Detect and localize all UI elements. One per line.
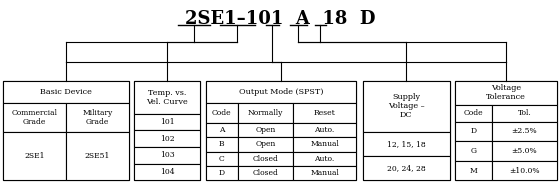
- Bar: [455, 81, 557, 105]
- Text: Voltage
Tolerance: Voltage Tolerance: [486, 84, 526, 101]
- Bar: [363, 156, 450, 180]
- Text: Output Mode (SPST): Output Mode (SPST): [239, 88, 323, 96]
- Text: 20, 24, 28: 20, 24, 28: [387, 164, 426, 172]
- Bar: [293, 123, 356, 137]
- Text: Normally: Normally: [248, 109, 283, 117]
- Text: Open: Open: [255, 140, 276, 148]
- Text: C: C: [219, 155, 225, 163]
- Text: 2SE1–101  A  18  D: 2SE1–101 A 18 D: [185, 10, 375, 28]
- Bar: [134, 81, 200, 180]
- Bar: [293, 166, 356, 180]
- Text: Military
Grade: Military Grade: [82, 109, 113, 126]
- Text: 2SE1: 2SE1: [24, 152, 45, 160]
- Text: Code: Code: [463, 109, 483, 117]
- Bar: [237, 152, 293, 166]
- Text: Closed: Closed: [253, 169, 278, 177]
- Text: Reset: Reset: [314, 109, 335, 117]
- Text: Closed: Closed: [253, 155, 278, 163]
- Bar: [66, 132, 129, 180]
- Bar: [455, 81, 557, 180]
- Bar: [237, 123, 293, 137]
- Bar: [3, 81, 129, 180]
- Bar: [492, 161, 557, 180]
- Bar: [66, 103, 129, 132]
- Text: 103: 103: [160, 151, 175, 159]
- Bar: [237, 166, 293, 180]
- Text: G: G: [470, 147, 476, 155]
- Text: Basic Device: Basic Device: [40, 88, 92, 96]
- Bar: [134, 81, 200, 114]
- Bar: [492, 141, 557, 161]
- Bar: [206, 137, 237, 152]
- Text: D: D: [219, 169, 225, 177]
- Bar: [206, 123, 237, 137]
- Bar: [3, 132, 66, 180]
- Bar: [3, 81, 129, 103]
- Bar: [206, 81, 356, 180]
- Text: ±5.0%: ±5.0%: [512, 147, 537, 155]
- Text: Temp. vs.
Vel. Curve: Temp. vs. Vel. Curve: [147, 89, 188, 106]
- Text: D: D: [470, 127, 476, 135]
- Text: 104: 104: [160, 168, 175, 176]
- Bar: [237, 103, 293, 123]
- Bar: [3, 103, 66, 132]
- Bar: [206, 103, 237, 123]
- Text: Open: Open: [255, 126, 276, 134]
- Bar: [293, 103, 356, 123]
- Bar: [455, 105, 492, 122]
- Bar: [206, 152, 237, 166]
- Bar: [455, 122, 492, 141]
- Bar: [492, 105, 557, 122]
- Bar: [134, 114, 200, 130]
- Bar: [237, 137, 293, 152]
- Bar: [363, 81, 450, 180]
- Text: 102: 102: [160, 135, 175, 143]
- Bar: [363, 132, 450, 156]
- Bar: [206, 81, 356, 103]
- Text: Auto.: Auto.: [315, 155, 335, 163]
- Text: A: A: [219, 126, 225, 134]
- Text: B: B: [219, 140, 225, 148]
- Text: Auto.: Auto.: [315, 126, 335, 134]
- Bar: [492, 122, 557, 141]
- Text: ±2.5%: ±2.5%: [512, 127, 537, 135]
- Bar: [455, 161, 492, 180]
- Bar: [206, 166, 237, 180]
- Text: Manual: Manual: [310, 140, 339, 148]
- Text: ±10.0%: ±10.0%: [509, 167, 540, 175]
- Bar: [455, 141, 492, 161]
- Text: 101: 101: [160, 118, 175, 126]
- Text: M: M: [469, 167, 477, 175]
- Text: Commercial
Grade: Commercial Grade: [11, 109, 57, 126]
- Bar: [134, 130, 200, 147]
- Bar: [134, 147, 200, 164]
- Bar: [293, 137, 356, 152]
- Text: 12, 15, 18: 12, 15, 18: [387, 140, 426, 148]
- Bar: [363, 81, 450, 132]
- Text: 2SE51: 2SE51: [85, 152, 110, 160]
- Text: Manual: Manual: [310, 169, 339, 177]
- Bar: [134, 164, 200, 180]
- Text: Tol.: Tol.: [517, 109, 531, 117]
- Text: Code: Code: [212, 109, 232, 117]
- Bar: [293, 152, 356, 166]
- Text: Supply
Voltage –
DC: Supply Voltage – DC: [388, 93, 424, 119]
